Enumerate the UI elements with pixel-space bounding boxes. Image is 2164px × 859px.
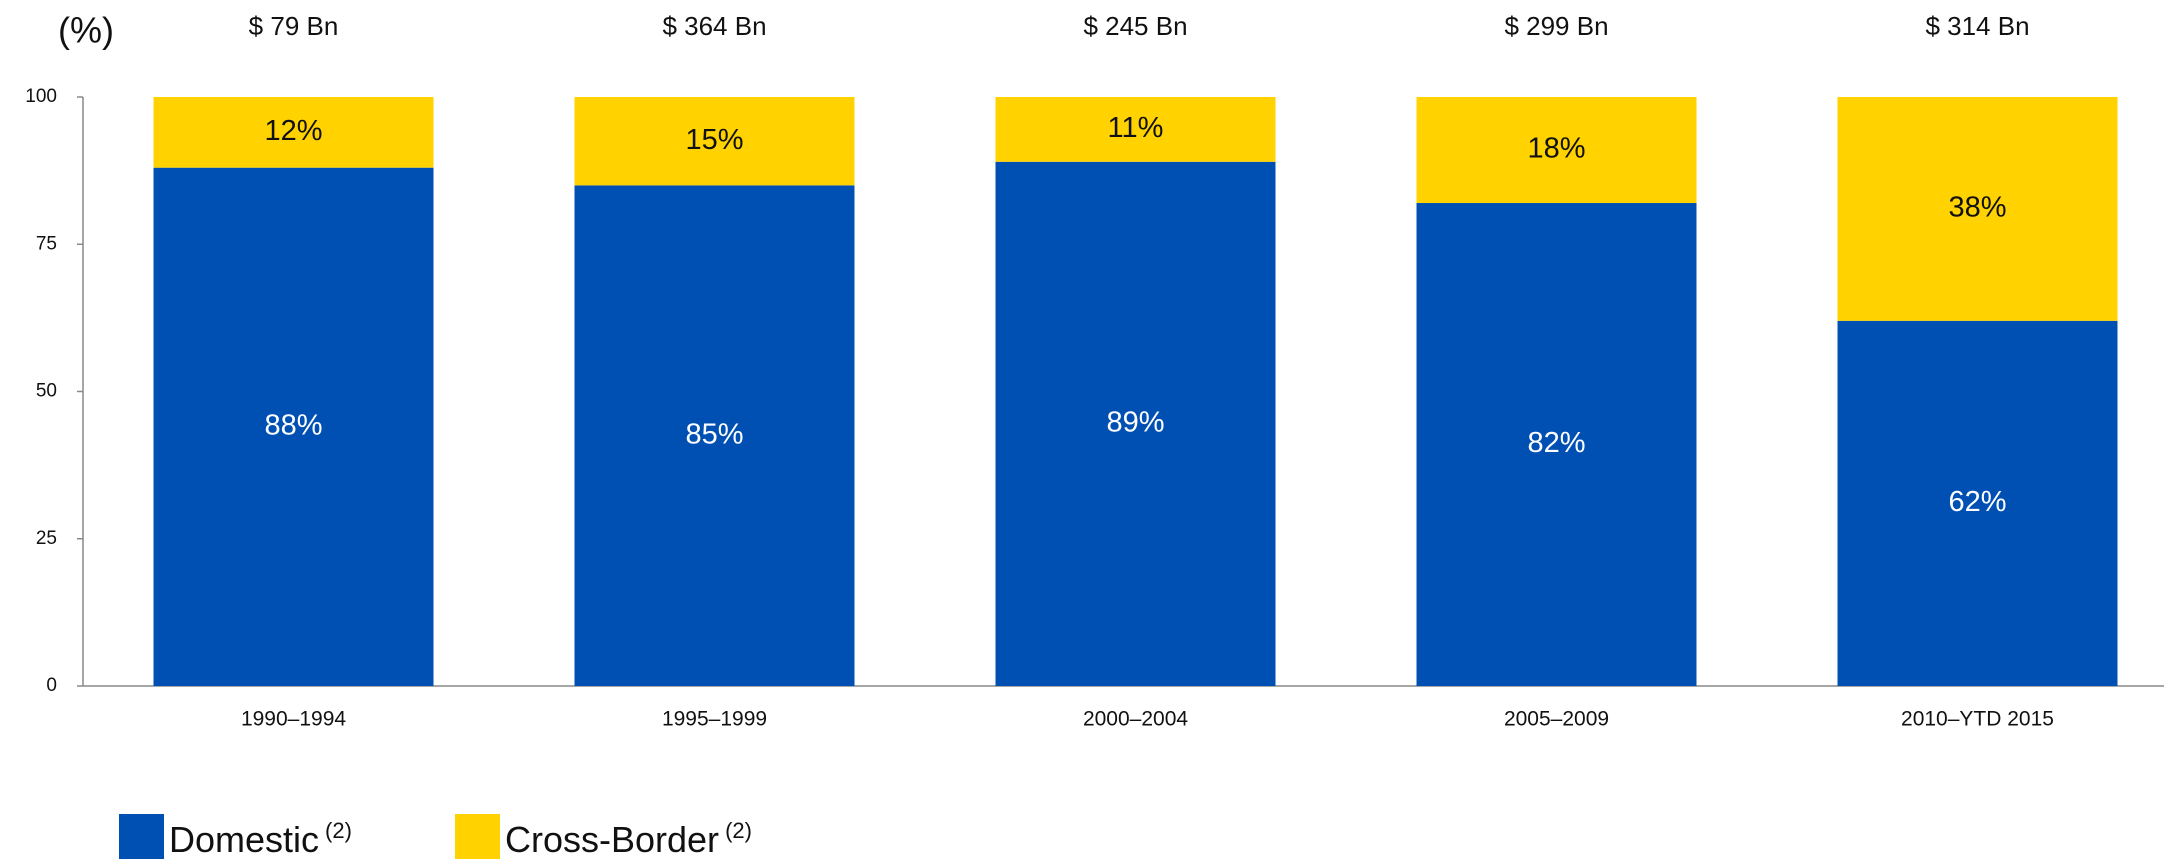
data-label: 85%	[685, 418, 743, 450]
total-label: $ 299 Bn	[1504, 11, 1608, 41]
x-tick-label: 2000–2004	[1083, 708, 1188, 731]
bar-segment	[995, 161, 1276, 687]
data-label: 62%	[1948, 486, 2006, 518]
data-label: 38%	[1948, 192, 2006, 224]
bar-segment	[574, 185, 855, 686]
x-tick-label: 1995–1999	[662, 708, 767, 731]
data-label: 82%	[1527, 427, 1585, 459]
y-tick-label: 25	[36, 528, 57, 549]
legend-note: (2)	[325, 818, 352, 843]
bar-segment	[574, 97, 855, 186]
legend-note: (2)	[725, 818, 752, 843]
data-label: 89%	[1106, 407, 1164, 439]
total-label: $ 314 Bn	[1925, 11, 2029, 41]
bar-segment	[1416, 97, 1697, 204]
legend-swatch	[119, 814, 164, 859]
legend-label: Domestic (2)	[169, 818, 352, 859]
total-label: $ 245 Bn	[1083, 11, 1187, 41]
total-label: $ 364 Bn	[662, 11, 766, 41]
bar-segment	[995, 97, 1276, 162]
x-tick-label: 1990–1994	[241, 708, 346, 731]
data-label: 12%	[264, 115, 322, 147]
x-tick-label: 2010–YTD 2015	[1901, 708, 2054, 731]
data-label: 88%	[264, 409, 322, 441]
y-tick-label: 75	[36, 233, 57, 254]
y-tick-label: 50	[36, 381, 57, 402]
data-label: 15%	[685, 124, 743, 156]
legend-name: Cross-Border	[505, 819, 719, 859]
bar-segment	[1837, 320, 2118, 686]
total-label: $ 79 Bn	[249, 11, 339, 41]
x-tick-label: 2005–2009	[1504, 708, 1609, 731]
legend-swatch	[455, 814, 500, 859]
legend-name: Domestic	[169, 819, 319, 859]
y-tick-label: 0	[46, 675, 57, 696]
y-tick-label: 100	[25, 86, 57, 107]
bar-segment	[1837, 97, 2118, 321]
bar-segment	[1416, 203, 1697, 686]
legend-label: Cross-Border (2)	[505, 818, 752, 859]
data-label: 18%	[1527, 133, 1585, 165]
data-label: 11%	[1108, 112, 1164, 144]
y-axis-label: (%)	[58, 10, 114, 51]
bar-segment	[153, 167, 434, 686]
bar-segment	[153, 97, 434, 168]
